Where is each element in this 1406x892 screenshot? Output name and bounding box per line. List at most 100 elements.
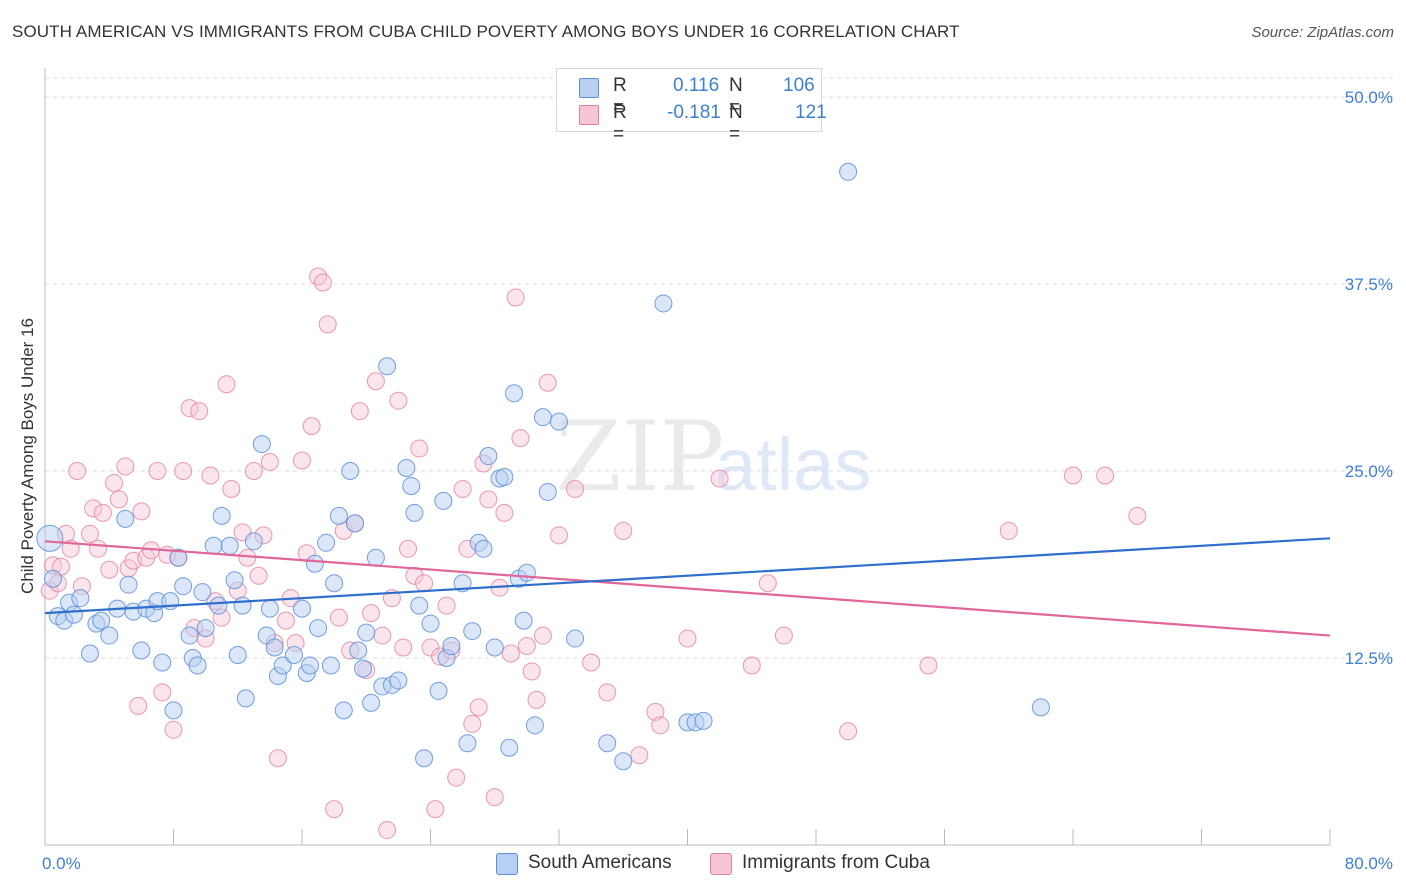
point-south-american xyxy=(80,644,99,663)
point-south-american xyxy=(236,689,255,708)
y-tick-label: 50.0% xyxy=(1345,88,1393,107)
legend-n-label: N = xyxy=(729,102,743,145)
point-south-american xyxy=(260,599,279,618)
point-cuba xyxy=(415,574,434,593)
trend-line-cuba xyxy=(44,540,1331,637)
point-cuba xyxy=(1096,466,1115,485)
point-south-american xyxy=(225,571,244,590)
point-south-american xyxy=(317,533,336,552)
point-south-american xyxy=(196,619,215,638)
point-cuba xyxy=(582,653,601,672)
point-cuba xyxy=(68,462,87,480)
point-cuba xyxy=(268,749,287,768)
point-south-american xyxy=(212,506,231,525)
x-tick-label-min: 0.0% xyxy=(42,854,81,873)
point-cuba xyxy=(244,462,263,480)
point-south-american xyxy=(366,548,385,567)
point-cuba xyxy=(839,722,858,741)
point-cuba xyxy=(389,391,408,410)
point-cuba xyxy=(313,273,332,292)
trend-lines xyxy=(44,537,1331,637)
point-cuba xyxy=(399,539,418,558)
point-cuba xyxy=(366,372,385,391)
point-cuba xyxy=(109,490,128,509)
point-cuba xyxy=(276,611,295,630)
point-cuba xyxy=(437,596,456,615)
point-south-american xyxy=(505,384,524,403)
point-south-american xyxy=(495,467,514,486)
point-south-american xyxy=(346,514,365,533)
y-axis-title: Child Poverty Among Boys Under 16 xyxy=(18,318,37,594)
point-cuba xyxy=(148,462,167,480)
point-south-american xyxy=(517,563,536,582)
watermark-zip: ZIP xyxy=(555,401,724,513)
legend-swatch-pink xyxy=(579,105,599,125)
point-south-american xyxy=(514,611,533,630)
point-south-american xyxy=(252,435,271,454)
point-cuba xyxy=(522,662,541,681)
point-cuba xyxy=(566,479,585,498)
point-south-american xyxy=(458,734,477,753)
point-cuba xyxy=(394,638,413,657)
point-cuba xyxy=(325,800,344,819)
point-cuba xyxy=(646,702,665,721)
point-south-american xyxy=(463,622,482,641)
point-cuba xyxy=(105,473,124,492)
point-cuba xyxy=(132,502,151,521)
legend-r-value: 0.116 xyxy=(673,75,720,96)
point-cuba xyxy=(511,429,530,448)
point-south-american xyxy=(329,506,348,525)
point-south-american xyxy=(220,536,239,555)
point-cuba xyxy=(362,604,381,623)
point-cuba xyxy=(190,402,209,421)
point-south-american xyxy=(415,749,434,768)
point-south-american xyxy=(92,611,111,630)
point-cuba xyxy=(309,267,328,286)
point-south-american xyxy=(442,637,461,656)
point-south-american xyxy=(301,656,320,675)
point-cuba xyxy=(517,637,536,656)
y-tick-label: 25.0% xyxy=(1345,462,1393,481)
point-cuba xyxy=(174,462,193,480)
point-cuba xyxy=(421,638,440,657)
point-cuba xyxy=(501,644,520,663)
point-cuba xyxy=(222,479,241,498)
point-cuba xyxy=(293,451,311,470)
point-south-american xyxy=(479,447,498,466)
point-cuba xyxy=(164,720,183,739)
point-south-american xyxy=(362,693,381,712)
point-south-american xyxy=(694,711,713,730)
point-cuba xyxy=(318,315,337,334)
point-south-american xyxy=(153,653,172,672)
point-south-american xyxy=(453,574,472,593)
point-cuba xyxy=(153,683,172,702)
point-south-american xyxy=(410,596,429,615)
point-south-american xyxy=(485,638,504,657)
point-cuba xyxy=(630,746,649,765)
point-cuba xyxy=(89,539,108,558)
point-south-american xyxy=(233,596,252,615)
point-south-american xyxy=(209,596,228,615)
y-tick-label: 37.5% xyxy=(1345,275,1393,294)
legend-n-value: 106 xyxy=(783,75,815,96)
point-cuba xyxy=(84,499,103,518)
legend-n-label: N = xyxy=(729,75,743,118)
point-south-american xyxy=(228,646,247,665)
axis-labels: 12.5% 25.0% 37.5% 50.0% 0.0% 80.0% Child Pover… xyxy=(18,88,1393,873)
bottom-legend-label: South Americans xyxy=(528,852,672,873)
y-tick-label: 12.5% xyxy=(1345,649,1393,668)
point-south-american xyxy=(180,626,199,645)
point-south-american xyxy=(500,738,519,757)
correlation-legend: R = 0.116 N = 106 R = -0.181 N = 121 xyxy=(556,68,827,145)
point-cuba xyxy=(116,457,135,476)
point-south-american xyxy=(378,357,397,376)
axes xyxy=(44,68,1331,846)
point-south-american xyxy=(169,548,188,567)
point-cuba xyxy=(614,521,633,540)
point-cuba xyxy=(598,683,617,702)
point-cuba xyxy=(1064,466,1082,485)
point-south-american xyxy=(174,577,193,596)
point-cuba xyxy=(463,714,482,733)
point-south-american xyxy=(116,509,135,528)
point-cuba xyxy=(538,373,557,392)
